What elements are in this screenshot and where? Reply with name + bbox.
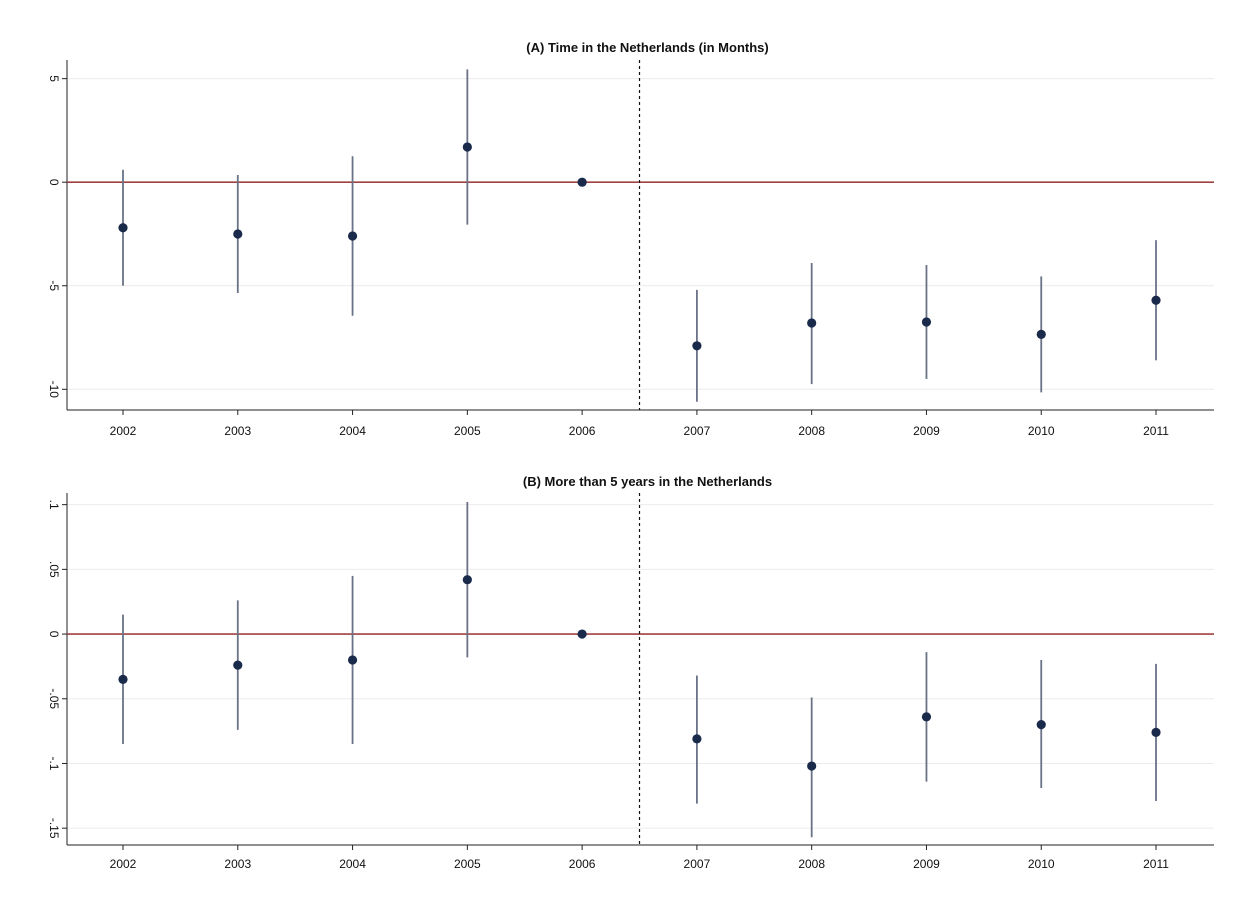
x-tick-label: 2010: [1028, 424, 1055, 438]
point-estimate: [1151, 295, 1161, 305]
x-tick-label: 2011: [1143, 424, 1169, 438]
y-tick-label: -5: [47, 280, 61, 291]
x-tick-label: 2007: [684, 857, 711, 871]
point-estimate: [462, 575, 472, 585]
x-tick-label: 2010: [1028, 857, 1055, 871]
x-tick-label: 2002: [110, 424, 137, 438]
point-estimate: [1151, 727, 1161, 738]
point-estimate: [692, 734, 702, 744]
x-tick-label: 2009: [913, 424, 940, 438]
x-tick-label: 2005: [454, 857, 481, 871]
point-estimate: [347, 655, 358, 665]
x-tick-label: 2003: [224, 857, 251, 871]
point-estimate: [233, 229, 243, 239]
x-tick-label: 2007: [684, 424, 711, 438]
y-tick-label: .1: [47, 500, 61, 510]
point-estimate: [807, 761, 817, 771]
point-estimate: [1036, 329, 1046, 340]
point-estimate: [118, 674, 128, 684]
y-tick-label: 5: [47, 75, 61, 82]
y-tick-label: 0: [47, 631, 61, 638]
panel-title: (B) More than 5 years in the Netherlands: [523, 474, 772, 489]
y-tick-label: 0: [47, 179, 61, 186]
x-tick-label: 2002: [110, 857, 137, 871]
x-tick-label: 2005: [454, 424, 481, 438]
panel-title: (A) Time in the Netherlands (in Months): [526, 40, 768, 55]
x-tick-label: 2006: [569, 424, 596, 438]
point-estimate: [692, 341, 702, 351]
point-estimate: [462, 142, 472, 152]
x-tick-label: 2006: [569, 857, 596, 871]
point-estimate: [921, 317, 932, 327]
x-tick-label: 2011: [1143, 857, 1169, 871]
y-tick-label: -.05: [47, 688, 61, 709]
point-estimate: [807, 318, 817, 328]
x-tick-label: 2004: [339, 424, 366, 438]
y-tick-label: -.15: [47, 818, 61, 839]
point-estimate: [577, 629, 587, 639]
y-tick-label: -.1: [47, 756, 61, 770]
x-tick-label: 2008: [798, 424, 825, 438]
point-estimate: [577, 177, 587, 187]
x-tick-label: 2004: [339, 857, 366, 871]
x-tick-label: 2003: [224, 424, 251, 438]
point-estimate: [347, 231, 358, 241]
y-tick-label: .05: [47, 561, 61, 578]
point-estimate: [921, 712, 932, 722]
x-tick-label: 2008: [798, 857, 825, 871]
point-estimate: [233, 660, 243, 670]
x-tick-label: 2009: [913, 857, 940, 871]
y-tick-label: -10: [47, 381, 61, 399]
point-estimate: [118, 223, 128, 233]
point-estimate: [1036, 720, 1046, 730]
